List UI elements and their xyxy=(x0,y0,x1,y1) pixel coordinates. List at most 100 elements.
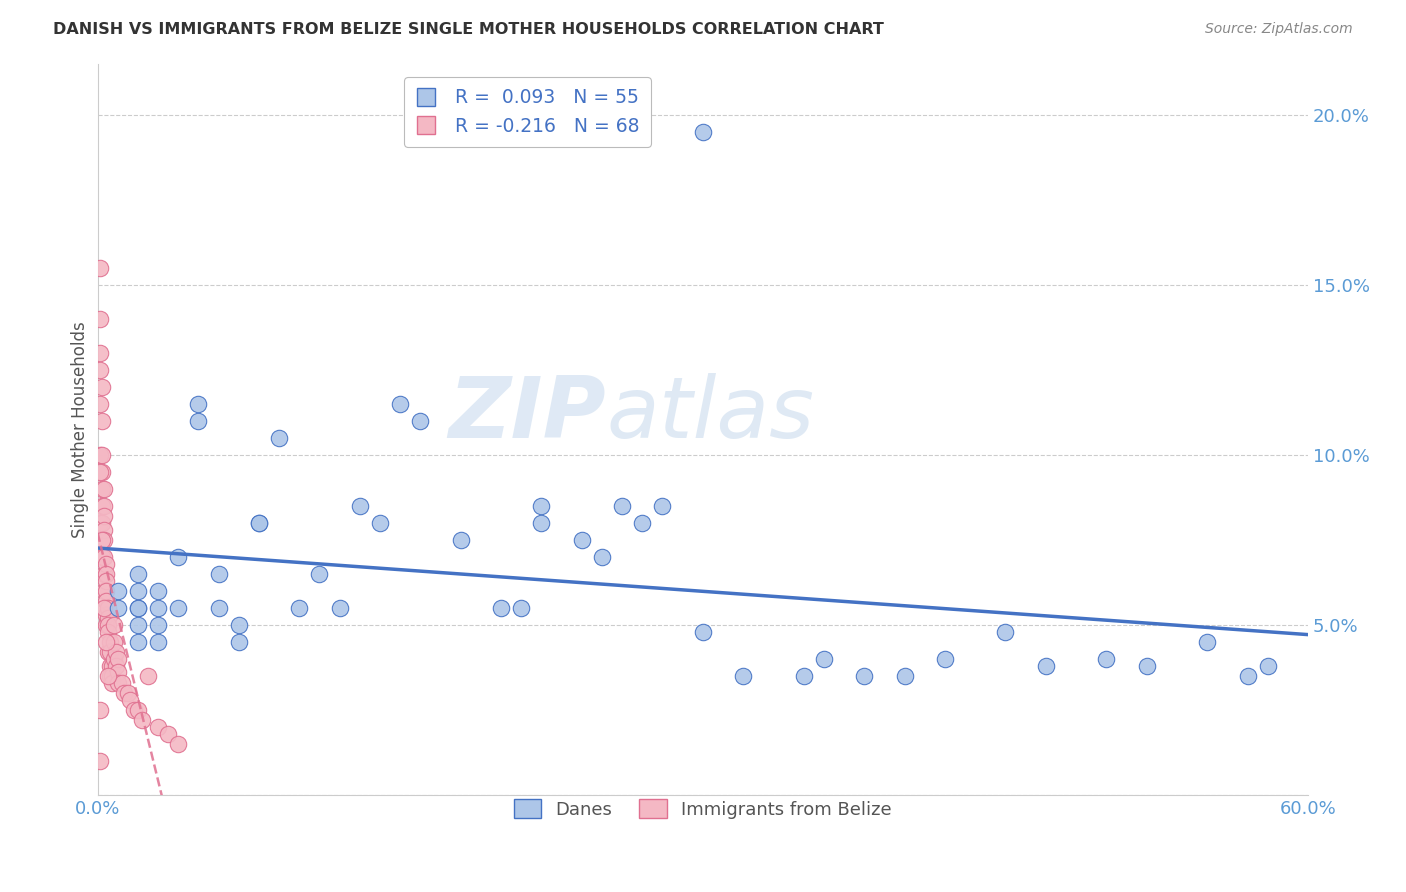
Point xyxy=(207,566,229,581)
Point xyxy=(89,397,111,411)
Point xyxy=(733,669,755,683)
Legend: Danes, Immigrants from Belize: Danes, Immigrants from Belize xyxy=(506,791,898,826)
Point xyxy=(112,686,135,700)
Point xyxy=(127,600,149,615)
Point xyxy=(90,380,112,394)
Point xyxy=(107,675,129,690)
Point xyxy=(94,617,117,632)
Point xyxy=(93,566,115,581)
Point xyxy=(146,635,169,649)
Point xyxy=(94,583,117,598)
Point xyxy=(107,583,129,598)
Point xyxy=(349,499,371,513)
Point xyxy=(90,516,112,530)
Point xyxy=(167,600,190,615)
Point xyxy=(93,499,115,513)
Point xyxy=(207,600,229,615)
Point xyxy=(117,686,139,700)
Point xyxy=(107,665,129,680)
Point xyxy=(167,549,190,564)
Point xyxy=(93,509,115,524)
Point xyxy=(98,669,121,683)
Point xyxy=(100,675,122,690)
Point xyxy=(90,549,112,564)
Point xyxy=(450,533,472,547)
Point xyxy=(127,703,149,717)
Text: ZIP: ZIP xyxy=(449,373,606,457)
Point xyxy=(1095,652,1118,666)
Point xyxy=(98,658,121,673)
Point xyxy=(934,652,956,666)
Point xyxy=(692,125,714,139)
Point xyxy=(136,669,159,683)
Point xyxy=(107,652,129,666)
Point xyxy=(329,600,352,615)
Point xyxy=(107,600,129,615)
Point xyxy=(651,499,673,513)
Point xyxy=(93,523,115,537)
Point xyxy=(228,635,250,649)
Point xyxy=(127,617,149,632)
Point xyxy=(89,754,111,768)
Point xyxy=(1136,658,1159,673)
Point xyxy=(146,617,169,632)
Point xyxy=(571,533,593,547)
Point xyxy=(103,635,125,649)
Point xyxy=(994,624,1017,639)
Point xyxy=(89,516,111,530)
Point xyxy=(157,726,180,740)
Point xyxy=(118,692,141,706)
Point xyxy=(89,703,111,717)
Point xyxy=(1236,669,1258,683)
Point xyxy=(631,516,654,530)
Point xyxy=(103,652,125,666)
Point xyxy=(89,363,111,377)
Point xyxy=(100,669,122,683)
Point xyxy=(530,499,553,513)
Point xyxy=(103,617,125,632)
Point xyxy=(368,516,391,530)
Point xyxy=(813,652,835,666)
Point xyxy=(122,703,145,717)
Text: DANISH VS IMMIGRANTS FROM BELIZE SINGLE MOTHER HOUSEHOLDS CORRELATION CHART: DANISH VS IMMIGRANTS FROM BELIZE SINGLE … xyxy=(53,22,884,37)
Point xyxy=(127,566,149,581)
Point xyxy=(187,414,209,428)
Point xyxy=(793,669,815,683)
Point xyxy=(167,737,190,751)
Point xyxy=(591,549,613,564)
Point xyxy=(94,607,117,622)
Point xyxy=(94,594,117,608)
Point xyxy=(98,645,121,659)
Point xyxy=(89,312,111,326)
Point xyxy=(269,431,291,445)
Point xyxy=(228,617,250,632)
Point xyxy=(692,624,714,639)
Point xyxy=(389,397,412,411)
Point xyxy=(94,557,117,571)
Point xyxy=(94,635,117,649)
Point xyxy=(853,669,876,683)
Point xyxy=(146,720,169,734)
Point xyxy=(89,448,111,462)
Point xyxy=(247,516,270,530)
Y-axis label: Single Mother Households: Single Mother Households xyxy=(72,321,89,538)
Point xyxy=(247,516,270,530)
Point xyxy=(97,624,120,639)
Point xyxy=(97,611,120,625)
Point xyxy=(90,465,112,479)
Point xyxy=(98,635,121,649)
Point xyxy=(308,566,330,581)
Point xyxy=(90,499,112,513)
Point xyxy=(146,600,169,615)
Point xyxy=(100,658,122,673)
Point xyxy=(127,583,149,598)
Text: atlas: atlas xyxy=(606,373,814,457)
Point xyxy=(127,600,149,615)
Point xyxy=(489,600,512,615)
Text: Source: ZipAtlas.com: Source: ZipAtlas.com xyxy=(1205,22,1353,37)
Point xyxy=(97,600,120,615)
Point xyxy=(94,566,117,581)
Point xyxy=(111,675,134,690)
Point xyxy=(97,617,120,632)
Point xyxy=(409,414,432,428)
